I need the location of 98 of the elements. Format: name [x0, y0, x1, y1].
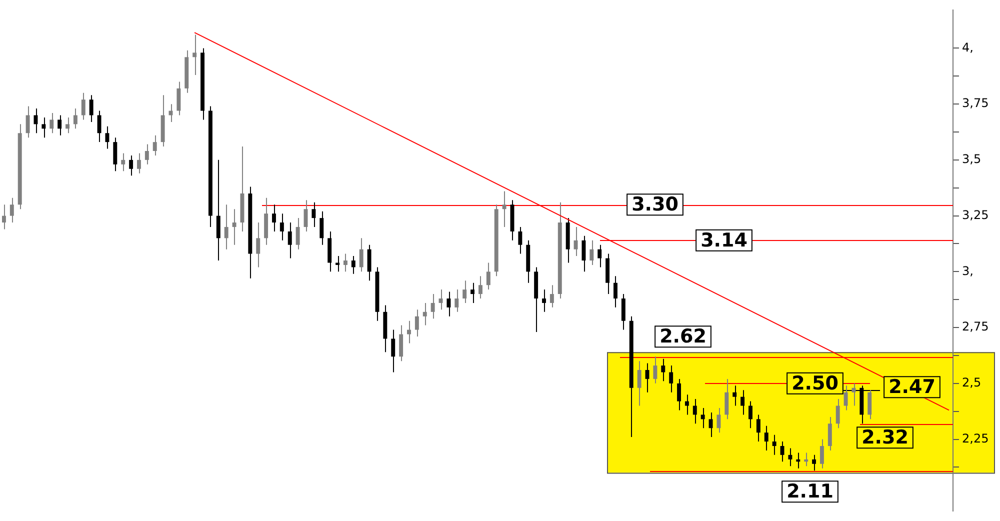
candlestick — [852, 382, 856, 406]
candlestick — [97, 110, 102, 143]
candlestick — [152, 134, 157, 156]
y-tick-label: 2,5 — [962, 376, 982, 390]
candlestick — [336, 256, 340, 272]
candlestick — [764, 425, 768, 451]
ref-line-label: 2.47 — [888, 376, 936, 398]
y-tick-label: 3,5 — [962, 152, 982, 166]
candlestick — [105, 126, 110, 150]
candlestick — [121, 152, 126, 172]
candlestick — [613, 276, 618, 308]
ref-line-label: 2.50 — [792, 372, 838, 394]
candlestick — [844, 385, 848, 411]
candlestick — [66, 116, 70, 134]
candlestick — [50, 112, 54, 134]
candlestick — [58, 114, 62, 136]
y-tick-label: 3,75 — [962, 96, 989, 110]
candlestick — [2, 204, 6, 230]
candlestick — [81, 92, 86, 120]
ref-line-label: 3.14 — [700, 229, 748, 252]
y-tick-label: 2,75 — [962, 320, 989, 334]
candlestick — [407, 320, 411, 344]
candlestick — [486, 262, 490, 290]
candlestick — [430, 294, 435, 320]
y-tick-label: 3, — [962, 264, 974, 278]
candlestick — [684, 394, 689, 416]
candlestick — [692, 398, 697, 424]
candlestick — [136, 152, 141, 174]
candlestick — [422, 302, 427, 326]
candlestick — [320, 210, 324, 246]
candlestick — [836, 398, 840, 429]
candlestick — [470, 282, 475, 304]
candlestick — [10, 197, 14, 224]
ref-line-label: 2.62 — [660, 326, 706, 348]
candlestick — [868, 390, 872, 420]
candlestick — [732, 385, 737, 406]
candlestick — [772, 434, 776, 456]
candlestick — [788, 448, 792, 467]
candlestick — [414, 309, 419, 337]
candlestick — [542, 289, 546, 312]
candlestick — [454, 289, 459, 312]
candlestick — [256, 222, 260, 268]
ref-line-label: 2.32 — [862, 426, 908, 449]
candlestick — [756, 414, 760, 442]
candlestick — [224, 204, 228, 250]
candlestick — [820, 438, 824, 469]
candlestick — [462, 280, 467, 304]
candlestick — [216, 159, 220, 261]
candlestick — [73, 108, 78, 130]
candlestick — [144, 144, 149, 165]
candlestick — [708, 412, 713, 438]
candlestick — [343, 253, 348, 272]
candlestick — [669, 365, 674, 393]
y-tick-label: 2,25 — [962, 431, 989, 446]
candlestick — [26, 106, 30, 138]
candlestick — [582, 235, 586, 272]
candlestick — [740, 390, 745, 416]
candlestick — [367, 244, 372, 282]
y-tick-label: 3,25 — [962, 208, 989, 222]
candlestick — [677, 378, 681, 411]
candlestick — [176, 81, 181, 116]
candlestick — [42, 116, 46, 138]
candlestick — [550, 284, 554, 308]
candlestick — [232, 208, 236, 246]
candlestick — [89, 94, 94, 122]
candlestick — [280, 213, 284, 241]
candlestick — [653, 356, 658, 384]
candlestick — [748, 400, 752, 429]
candlestick — [621, 294, 626, 330]
candlestick — [574, 226, 578, 257]
candlestick — [828, 416, 832, 451]
candlestick — [391, 329, 396, 373]
candlestick — [716, 408, 721, 434]
candlestick — [113, 137, 118, 172]
candlestick — [812, 454, 816, 472]
candlestick — [502, 190, 506, 228]
candlestick — [804, 452, 808, 467]
candlestick — [518, 226, 522, 254]
candlestick — [700, 408, 705, 429]
candlestick — [312, 202, 316, 228]
y-tick-label: 4, — [962, 40, 974, 54]
candlestick — [446, 291, 451, 317]
candlestick — [359, 238, 364, 272]
candlestick — [399, 324, 404, 362]
candlestick — [598, 244, 602, 268]
candlestick — [351, 256, 356, 274]
ref-line-label: 2.11 — [786, 480, 834, 503]
candlestick — [478, 276, 482, 299]
candlestick — [296, 218, 300, 250]
candlestick — [637, 360, 642, 406]
ref-line-label: 3.30 — [632, 194, 678, 216]
candlestick — [192, 34, 197, 76]
candlestick — [129, 154, 134, 176]
candlestick — [590, 240, 594, 266]
candlestick — [661, 358, 666, 382]
candlestick — [724, 378, 729, 420]
candlestick — [272, 204, 276, 232]
candlestick — [288, 222, 292, 259]
